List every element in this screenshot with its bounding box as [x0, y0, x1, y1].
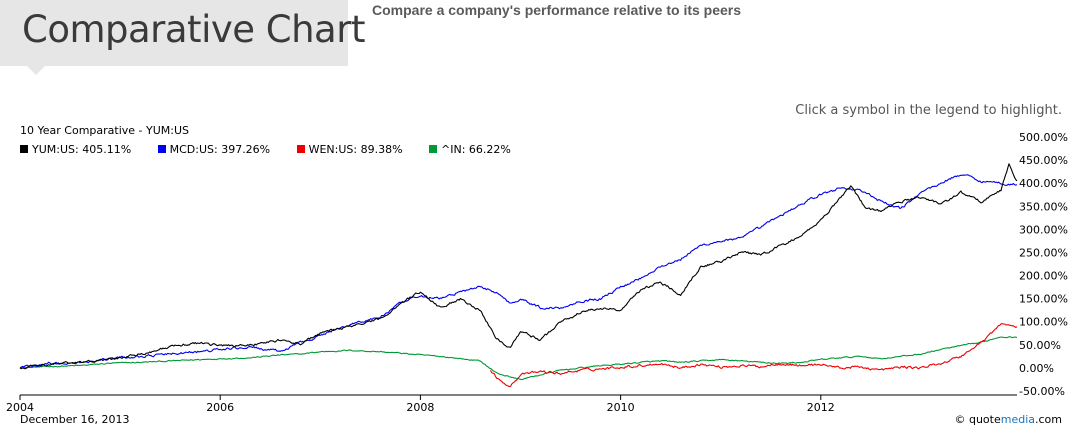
y-tick-label: 100.00% — [1019, 316, 1068, 329]
series-line-yumus — [19, 163, 1018, 370]
y-tick-label: 150.00% — [1019, 293, 1068, 306]
x-tick-label: 2010 — [607, 401, 635, 414]
credit-brand: media — [1000, 413, 1035, 426]
chart-title: 10 Year Comparative - YUM:US — [20, 124, 190, 137]
y-tick-label: 300.00% — [1019, 223, 1068, 236]
y-tick-label: -50.00% — [1019, 385, 1065, 398]
credit-prefix: © quote — [954, 413, 1001, 426]
chart-date: December 16, 2013 — [20, 413, 130, 426]
legend-item-in[interactable]: ^IN: 66.22% — [429, 143, 511, 156]
series-line-in — [19, 336, 1018, 381]
legend-item-mcd[interactable]: MCD:US: 397.26% — [157, 143, 271, 156]
y-tick-label: 400.00% — [1019, 177, 1068, 190]
x-tick-label: 2004 — [6, 401, 34, 414]
legend-label-yum: YUM:US: 405.11% — [32, 143, 132, 156]
y-tick-label: 200.00% — [1019, 270, 1068, 283]
page-title: Comparative Chart — [22, 8, 365, 51]
legend-label-mcd: MCD:US: 397.26% — [169, 143, 271, 156]
y-tick-label: 50.00% — [1019, 339, 1061, 352]
legend-hint: Click a symbol in the legend to highligh… — [795, 103, 1062, 118]
x-tick-label: 2008 — [406, 401, 434, 414]
y-tick-label: 350.00% — [1019, 200, 1068, 213]
legend-swatch-mcd — [157, 145, 166, 153]
chart-legend: YUM:US: 405.11% MCD:US: 397.26% WEN:US: … — [20, 140, 533, 158]
legend-item-wen[interactable]: WEN:US: 89.38% — [296, 143, 403, 156]
y-tick-label: 250.00% — [1019, 246, 1068, 259]
title-tab-pointer — [27, 66, 45, 75]
series-line-mcdus — [19, 174, 1018, 369]
x-axis: 2004 2006 2008 2010 2012 — [6, 394, 1017, 414]
y-axis: -50.00% 0.00% 50.00% 100.00% 150.00% 200.00% 2… — [1019, 131, 1068, 398]
legend-label-in: ^IN: 66.22% — [441, 143, 511, 156]
legend-swatch-wen — [296, 145, 305, 153]
quotemedia-credit[interactable]: © quotemedia.com — [954, 413, 1062, 426]
y-tick-label: 450.00% — [1019, 154, 1068, 167]
series-line-wenus — [490, 323, 1018, 388]
credit-suffix: .com — [1035, 413, 1062, 426]
y-tick-label: 0.00% — [1019, 362, 1054, 375]
x-tick-label: 2006 — [206, 401, 234, 414]
legend-label-wen: WEN:US: 89.38% — [308, 143, 403, 156]
page-subtitle: Compare a company's performance relative… — [372, 2, 742, 18]
legend-swatch-yum — [20, 145, 28, 153]
y-tick-label: 500.00% — [1019, 131, 1068, 144]
legend-swatch-in — [429, 145, 437, 153]
legend-item-yum[interactable]: YUM:US: 405.11% — [20, 143, 131, 156]
plot-lines — [19, 163, 1018, 388]
x-tick-label: 2012 — [807, 401, 835, 414]
title-tab: Comparative Chart — [0, 0, 365, 75]
